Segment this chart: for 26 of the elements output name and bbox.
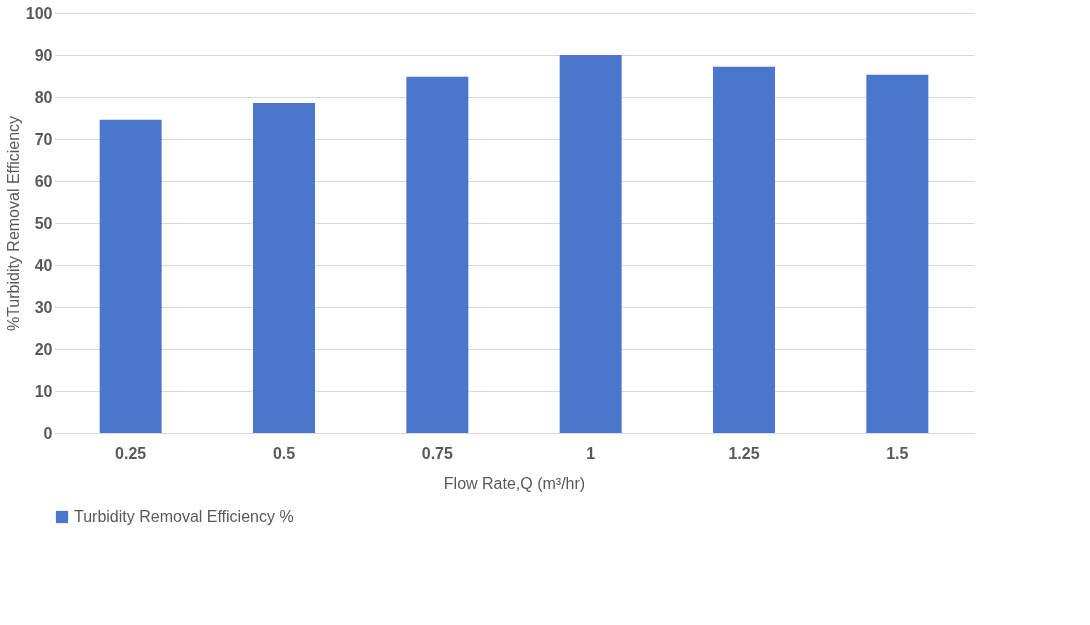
bar: [99, 119, 162, 433]
y-tick-label: 30: [34, 298, 53, 316]
bar: [406, 76, 469, 433]
y-tick-label: 10: [34, 382, 53, 400]
y-tick-label: 90: [34, 46, 53, 64]
x-tick-label: 1.5: [886, 444, 909, 462]
bar: [713, 66, 775, 433]
y-tick-label: 50: [34, 214, 53, 232]
y-axis-title: %Turbidity Removal Efficiency: [4, 115, 22, 332]
x-tick-label: 1: [586, 444, 596, 462]
y-tick-label: 60: [34, 172, 53, 190]
x-tick-label: 0.5: [272, 444, 296, 462]
y-tick-label: 80: [34, 88, 53, 106]
x-tick-label: 0.75: [421, 444, 454, 462]
bar: [253, 102, 315, 433]
x-tick-label: 1.25: [728, 444, 760, 462]
x-axis-title: Flow Rate,Q (m³/hr): [443, 474, 586, 492]
legend-label: Turbidity Removal Efficiency %: [74, 508, 294, 525]
y-tick-label: 70: [34, 130, 53, 148]
x-tick-label: 0.25: [115, 444, 147, 462]
bar: [866, 74, 929, 433]
y-tick-label: 100: [25, 4, 53, 22]
y-tick-label: 0: [43, 424, 53, 442]
bar: [559, 55, 622, 433]
y-tick-label: 20: [34, 340, 53, 358]
y-tick-label: 40: [34, 256, 53, 274]
